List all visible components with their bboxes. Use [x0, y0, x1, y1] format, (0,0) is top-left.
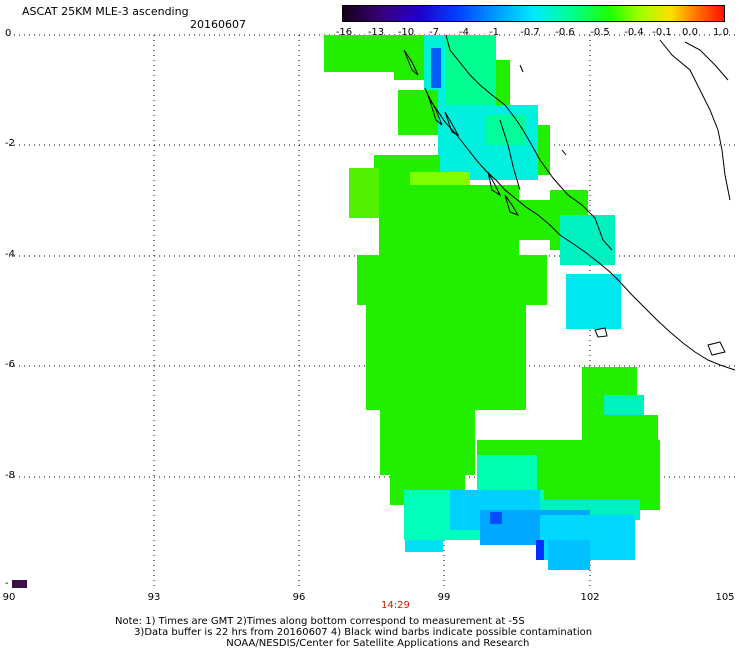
colorbar-tick: -0.5	[590, 27, 610, 38]
swath-cell	[610, 440, 660, 510]
swath-cell	[349, 168, 379, 218]
y-axis-label: -4	[5, 249, 15, 260]
x-axis-label: 96	[292, 592, 306, 603]
colorbar-tick: 0.0	[682, 27, 698, 38]
colorbar-tick: -1	[489, 27, 499, 38]
swath-cell	[560, 215, 615, 265]
swath-cell	[470, 200, 550, 240]
x-axis-label: 93	[147, 592, 161, 603]
y-axis-label: 0	[5, 28, 12, 39]
island-outline	[427, 94, 443, 126]
colorbar-tick: 1.0	[713, 27, 729, 38]
coastline	[403, 34, 736, 371]
colorbar-tick: -16	[335, 27, 353, 38]
island-outline	[561, 149, 567, 156]
swath-cell	[538, 125, 550, 175]
swath-cell	[405, 540, 443, 552]
x-axis-label: 99	[437, 592, 451, 603]
note-line: NOAA/NESDIS/Center for Satellite Applica…	[115, 638, 530, 649]
island-outline	[444, 111, 460, 137]
island-outline	[594, 327, 608, 338]
borneo-coast	[659, 39, 731, 201]
swath-cell	[477, 455, 537, 490]
swath-cell	[357, 255, 547, 305]
swath-cell	[537, 455, 617, 500]
sumatra-inner-coast	[445, 34, 613, 251]
swath-cell	[398, 90, 438, 135]
swath-cell	[366, 300, 526, 410]
footnotes: Note: 1) Times are GMT 2)Times along bot…	[115, 616, 592, 649]
colorbar-tick: -0.4	[624, 27, 644, 38]
colorbar-tick: -0.7	[520, 27, 540, 38]
y-axis-label: -8	[5, 470, 15, 481]
coast-segment	[499, 119, 521, 191]
color-chip	[12, 580, 27, 588]
note-line: 3)Data buffer is 22 hrs from 20160607 4)…	[115, 627, 593, 638]
swath-cell	[431, 48, 441, 88]
coast-segment	[684, 41, 729, 81]
y-axis-label: -2	[5, 138, 15, 149]
x-axis-label: 105	[715, 592, 735, 603]
island-outline	[504, 194, 520, 216]
swath-cell	[485, 115, 525, 145]
swath-cell	[566, 274, 621, 329]
note-line: Note: 1) Times are GMT 2)Times along bot…	[115, 616, 525, 627]
sumatra-coast	[424, 87, 736, 371]
colorbar-tick: -4	[459, 27, 469, 38]
x-axis-label: 102	[580, 592, 600, 603]
swath-cell	[490, 512, 502, 524]
swath-cell	[536, 540, 544, 560]
swath-cell	[548, 540, 590, 570]
island-outline	[403, 49, 419, 76]
colorbar-tick: -0.6	[555, 27, 575, 38]
island-outline	[707, 341, 726, 356]
island-outline	[487, 171, 502, 197]
y-axis-label: -6	[5, 359, 15, 370]
colorbar-tick: -10	[397, 27, 415, 38]
time-label: 14:29	[381, 600, 410, 611]
swath-cell	[324, 35, 394, 72]
wind-swath	[324, 35, 660, 570]
x-axis-label: 90	[2, 592, 16, 603]
swath-cell	[446, 35, 496, 105]
colorbar-tick: -13	[367, 27, 385, 38]
map-date: 20160607	[190, 18, 246, 31]
map-title: ASCAT 25KM MLE-3 ascending	[22, 5, 189, 18]
colorbar	[342, 5, 725, 22]
y-axis-label: -	[5, 578, 9, 589]
colorbar-tick: -7	[429, 27, 439, 38]
colorbar-tick: -0.1	[652, 27, 672, 38]
island-outline	[519, 64, 524, 73]
wind-map	[9, 34, 736, 588]
swath-cell	[380, 405, 475, 475]
